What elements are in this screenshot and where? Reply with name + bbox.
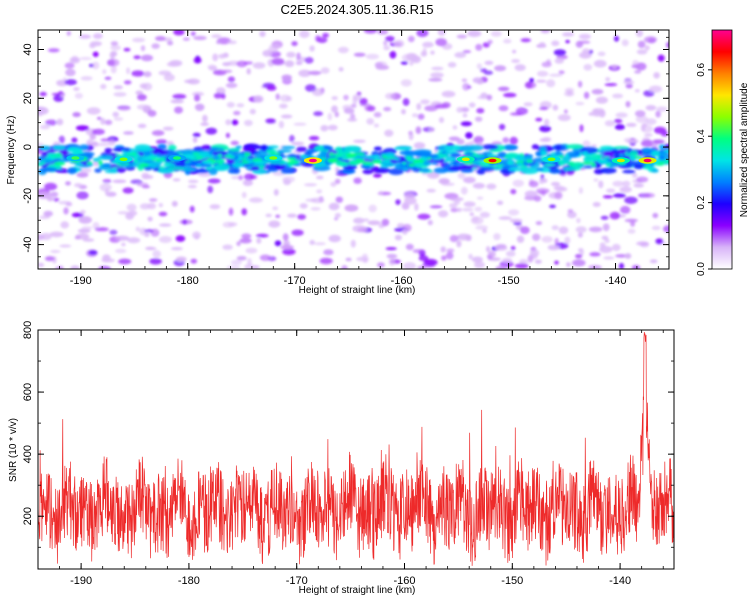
snr-xtick-label: -140 xyxy=(609,575,631,587)
spectrogram-xtick-label: -180 xyxy=(177,275,199,287)
spectrogram-ylabel: Frequency (Hz) xyxy=(6,116,17,185)
snr-ytick-label: 800 xyxy=(22,321,34,339)
hotspot-core xyxy=(119,157,128,162)
snr-panel: -190 -180 -170 -160 -150 -140 200 400 600 800 Hei… xyxy=(8,321,675,596)
hotspot-core xyxy=(461,157,470,162)
hotspot-core xyxy=(488,158,497,163)
snr-xtick-label: -190 xyxy=(70,575,92,587)
colorbar-label: Normalized spectral amplitude xyxy=(739,82,750,217)
hotspot-core xyxy=(173,156,181,160)
spectrogram-ytick-label: 20 xyxy=(22,92,34,104)
snr-series-line xyxy=(38,331,674,566)
spectrogram-xtick-label: -150 xyxy=(498,275,520,287)
spectrogram-heatmap xyxy=(38,30,669,269)
hotspot-core xyxy=(643,158,652,163)
colorbar-tick-label: 0.0 xyxy=(696,262,707,276)
snr-xtick-label: -170 xyxy=(286,575,308,587)
snr-xtick-label: -150 xyxy=(501,575,523,587)
figure-title: C2E5.2024.305.11.36.R15 xyxy=(281,2,434,17)
hotspot-core xyxy=(308,158,317,163)
colorbar-ticks: 0.0 0.2 0.4 0.6 xyxy=(696,62,712,276)
snr-axes: -190 -180 -170 -160 -150 -140 200 400 600 800 xyxy=(22,321,674,587)
snr-xtick-label: -180 xyxy=(178,575,200,587)
spectrogram-panel: -190 -180 -170 -160 -150 -140 -40 -20 0 20 40 Heig… xyxy=(6,29,670,296)
colorbar-tick-label: 0.4 xyxy=(696,129,707,143)
snr-ytick-label: 400 xyxy=(22,445,34,463)
hotspot-core xyxy=(547,157,556,162)
colorbar-gradient xyxy=(712,30,732,269)
hotspot-core xyxy=(616,158,625,163)
snr-xtick-label: -160 xyxy=(393,575,415,587)
snr-ylabel: SNR (10 * v/v) xyxy=(8,418,19,482)
snr-xlabel: Height of straight line (km) xyxy=(299,585,416,596)
snr-ytick-label: 600 xyxy=(22,383,34,401)
spectrogram-frame xyxy=(37,29,670,270)
hotspot-core xyxy=(71,156,80,160)
spectrogram-ytick-label: -20 xyxy=(22,188,34,204)
snr-frame xyxy=(37,329,675,570)
colorbar: 0.0 0.2 0.4 0.6 Normalized spectral amplitu… xyxy=(696,29,750,276)
spectrogram-ytick-label: 40 xyxy=(22,43,34,55)
spectrogram-axes: -190 -180 -170 -160 -150 -140 -40 -20 0 20 40 xyxy=(22,30,669,287)
spectrogram-xtick-label: -170 xyxy=(284,275,306,287)
colorbar-tick-label: 0.2 xyxy=(696,195,707,209)
spectrogram-ytick-label: -40 xyxy=(22,237,34,253)
spectrogram-xtick-label: -160 xyxy=(391,275,413,287)
hotspot-core xyxy=(269,156,278,160)
spectrogram-ytick-label: 0 xyxy=(22,144,34,150)
colorbar-frame xyxy=(711,29,733,270)
spectrogram-xtick-label: -140 xyxy=(605,275,627,287)
spectrogram-xtick-label: -190 xyxy=(70,275,92,287)
colorbar-tick-label: 0.6 xyxy=(696,62,707,76)
snr-ytick-label: 200 xyxy=(22,507,34,525)
spectrogram-xlabel: Height of straight line (km) xyxy=(299,285,416,296)
